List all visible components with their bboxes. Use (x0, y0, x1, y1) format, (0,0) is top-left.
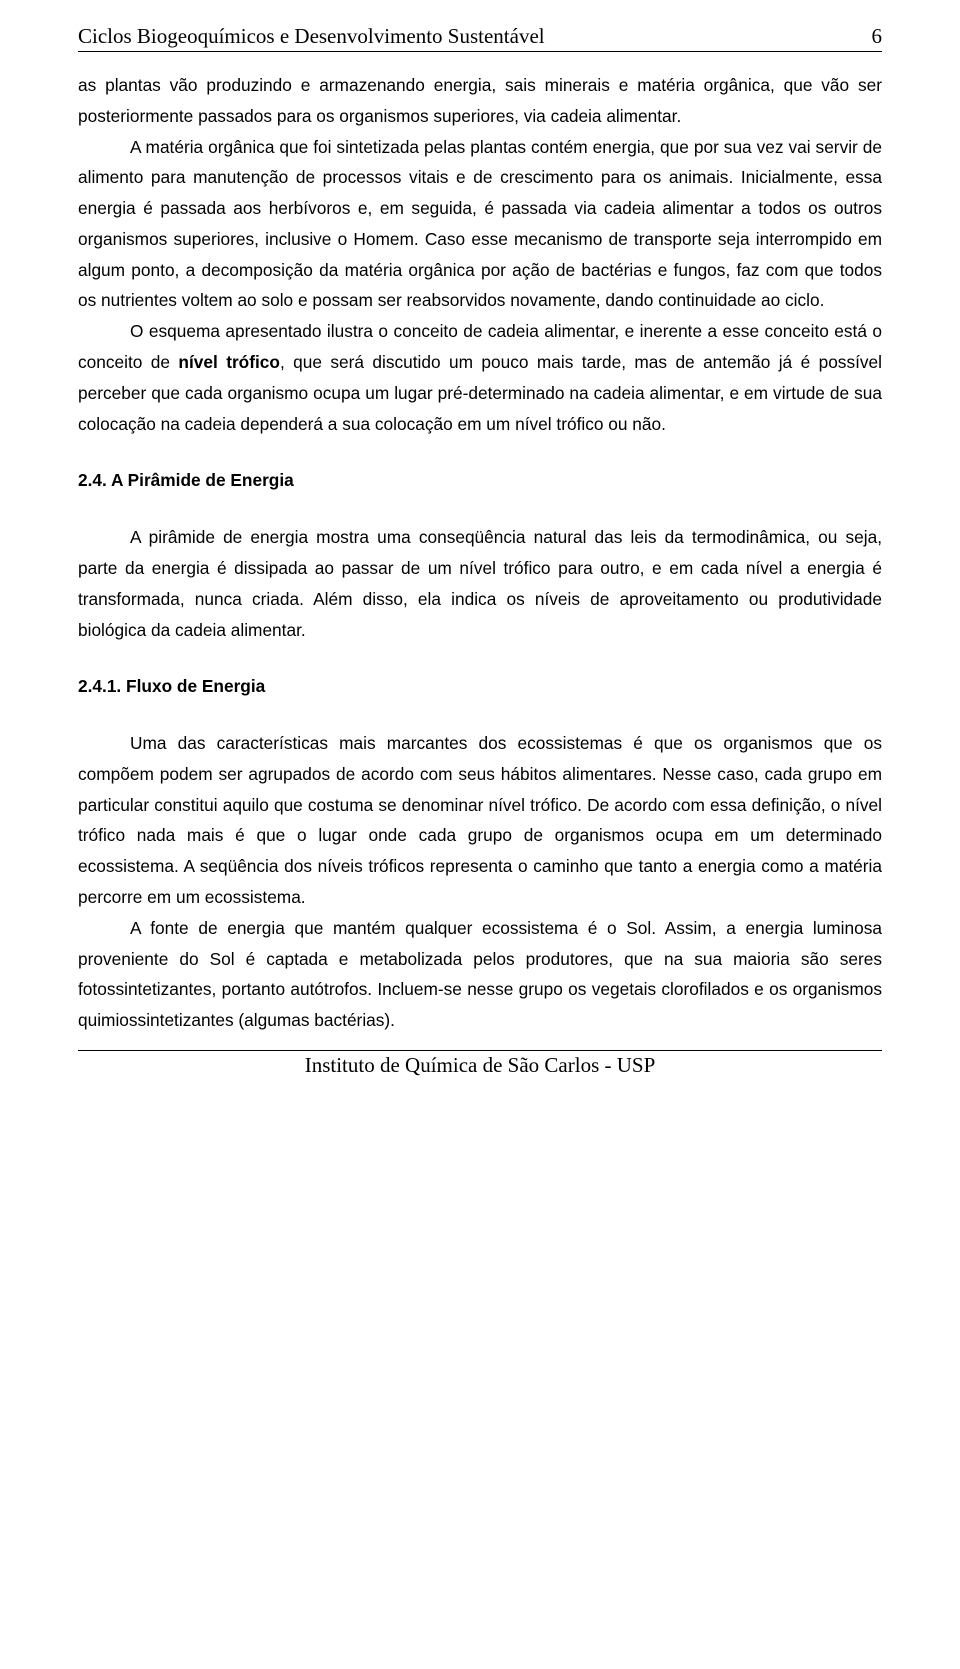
footer-text: Instituto de Química de São Carlos - USP (305, 1053, 656, 1077)
page-header: Ciclos Biogeoquímicos e Desenvolvimento … (78, 24, 882, 52)
paragraph-1: as plantas vão produzindo e armazenando … (78, 70, 882, 132)
header-title: Ciclos Biogeoquímicos e Desenvolvimento … (78, 24, 545, 49)
page-footer: Instituto de Química de São Carlos - USP (78, 1050, 882, 1078)
section-heading-241: 2.4.1. Fluxo de Energia (78, 671, 882, 702)
paragraph-5: Uma das características mais marcantes d… (78, 728, 882, 913)
paragraph-6: A fonte de energia que mantém qualquer e… (78, 913, 882, 1036)
paragraph-4: A pirâmide de energia mostra uma conseqü… (78, 522, 882, 645)
section-heading-24: 2.4. A Pirâmide de Energia (78, 465, 882, 496)
document-page: Ciclos Biogeoquímicos e Desenvolvimento … (0, 0, 960, 1102)
body-text: as plantas vão produzindo e armazenando … (78, 70, 882, 1036)
paragraph-2: A matéria orgânica que foi sintetizada p… (78, 132, 882, 317)
paragraph-3: O esquema apresentado ilustra o conceito… (78, 316, 882, 439)
page-number: 6 (872, 24, 883, 49)
p3-bold-term: nível trófico (178, 352, 280, 372)
